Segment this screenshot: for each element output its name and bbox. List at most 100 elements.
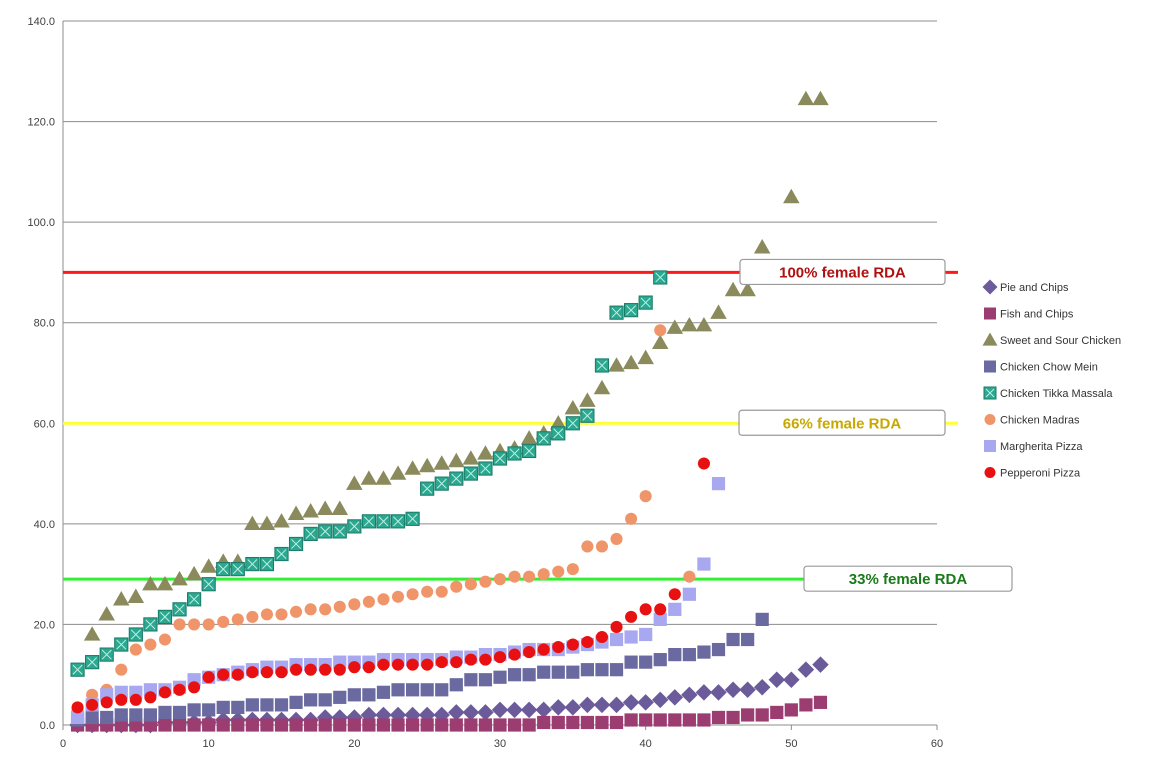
data-point	[464, 673, 478, 687]
marker-cross	[524, 445, 535, 456]
data-point	[537, 665, 551, 679]
data-point	[710, 684, 727, 701]
data-point	[318, 693, 332, 707]
data-point	[624, 630, 638, 644]
legend-label: Fish and Chips	[1000, 309, 1074, 321]
data-point	[654, 324, 667, 337]
data-point	[362, 688, 376, 702]
data-point	[666, 689, 684, 706]
data-point	[711, 642, 726, 657]
data-point	[668, 602, 682, 616]
data-point	[216, 700, 230, 714]
data-point	[755, 612, 769, 626]
data-point	[449, 678, 463, 692]
data-point	[639, 603, 652, 616]
data-point	[389, 465, 407, 480]
data-point	[347, 688, 361, 702]
data-point	[231, 718, 245, 732]
data-point	[259, 556, 275, 572]
legend-label: Sweet and Sour Chicken	[1000, 335, 1121, 347]
data-point	[565, 416, 580, 431]
data-point	[624, 303, 639, 318]
marker-cross	[291, 539, 302, 549]
data-point	[813, 695, 828, 709]
data-point	[348, 661, 361, 674]
data-point	[654, 603, 667, 616]
data-point	[361, 514, 376, 529]
data-point	[464, 718, 478, 732]
data-point	[493, 651, 507, 664]
data-point	[478, 673, 493, 687]
y-tick-label: 80.0	[34, 318, 55, 330]
data-point	[418, 457, 436, 473]
legend-item: Chicken Tikka Massala	[983, 386, 1113, 400]
data-point	[362, 595, 375, 608]
data-point	[520, 701, 538, 719]
data-point	[608, 696, 625, 714]
y-tick-label: 120.0	[27, 117, 55, 129]
data-point	[289, 695, 303, 709]
data-point	[448, 704, 465, 721]
data-point	[753, 239, 771, 254]
data-point	[523, 646, 536, 659]
data-point	[114, 708, 128, 722]
data-point	[622, 694, 640, 711]
data-point	[580, 715, 594, 730]
data-point	[304, 603, 317, 616]
data-point	[244, 515, 261, 531]
series-fish-and-chips	[70, 695, 828, 732]
data-point	[188, 618, 201, 631]
data-point	[435, 683, 449, 697]
data-point	[770, 705, 784, 720]
data-point	[681, 316, 698, 332]
data-point	[303, 526, 318, 542]
marker-cross	[393, 516, 403, 527]
data-point	[739, 281, 756, 297]
marker-cross	[349, 521, 360, 532]
data-point	[609, 663, 624, 677]
data-point	[552, 565, 565, 578]
data-point	[522, 443, 537, 459]
data-point	[127, 588, 145, 603]
data-point	[507, 718, 522, 732]
marker-cross	[130, 629, 141, 640]
marker-cross	[261, 559, 272, 570]
data-point	[316, 500, 334, 515]
data-point	[580, 408, 595, 423]
data-point	[114, 718, 128, 732]
marker-cross	[465, 468, 476, 479]
data-point	[260, 608, 273, 621]
data-point	[71, 701, 84, 714]
data-point	[462, 450, 480, 465]
marker-cross	[480, 463, 491, 474]
data-point	[319, 603, 332, 616]
data-point	[333, 600, 346, 613]
legend-marker	[983, 386, 997, 400]
data-point	[202, 703, 216, 717]
data-point	[625, 512, 638, 525]
marker-cross	[232, 564, 243, 575]
marker-cross	[422, 483, 433, 494]
data-point	[666, 319, 684, 334]
data-point	[290, 663, 303, 676]
data-point	[595, 663, 609, 677]
data-point	[304, 718, 318, 732]
series-chicken-tikka-massala	[70, 270, 668, 677]
marker-cross	[626, 305, 637, 316]
legend-item: Chicken Madras	[984, 414, 1080, 427]
legend-item: Sweet and Sour Chicken	[982, 332, 1121, 347]
data-point	[290, 605, 303, 618]
legend-item: Chicken Chow Mein	[984, 360, 1098, 374]
data-point	[682, 713, 696, 727]
data-point	[99, 647, 114, 662]
data-point	[202, 671, 215, 684]
legend-label: Margherita Pizza	[1000, 441, 1083, 453]
data-point	[377, 658, 390, 671]
data-point	[637, 694, 654, 711]
y-tick-label: 100.0	[27, 217, 55, 229]
data-point	[172, 705, 187, 720]
callout-label: 66% female RDA	[783, 415, 902, 432]
data-point	[231, 700, 245, 714]
y-tick-label: 0.0	[40, 720, 55, 732]
